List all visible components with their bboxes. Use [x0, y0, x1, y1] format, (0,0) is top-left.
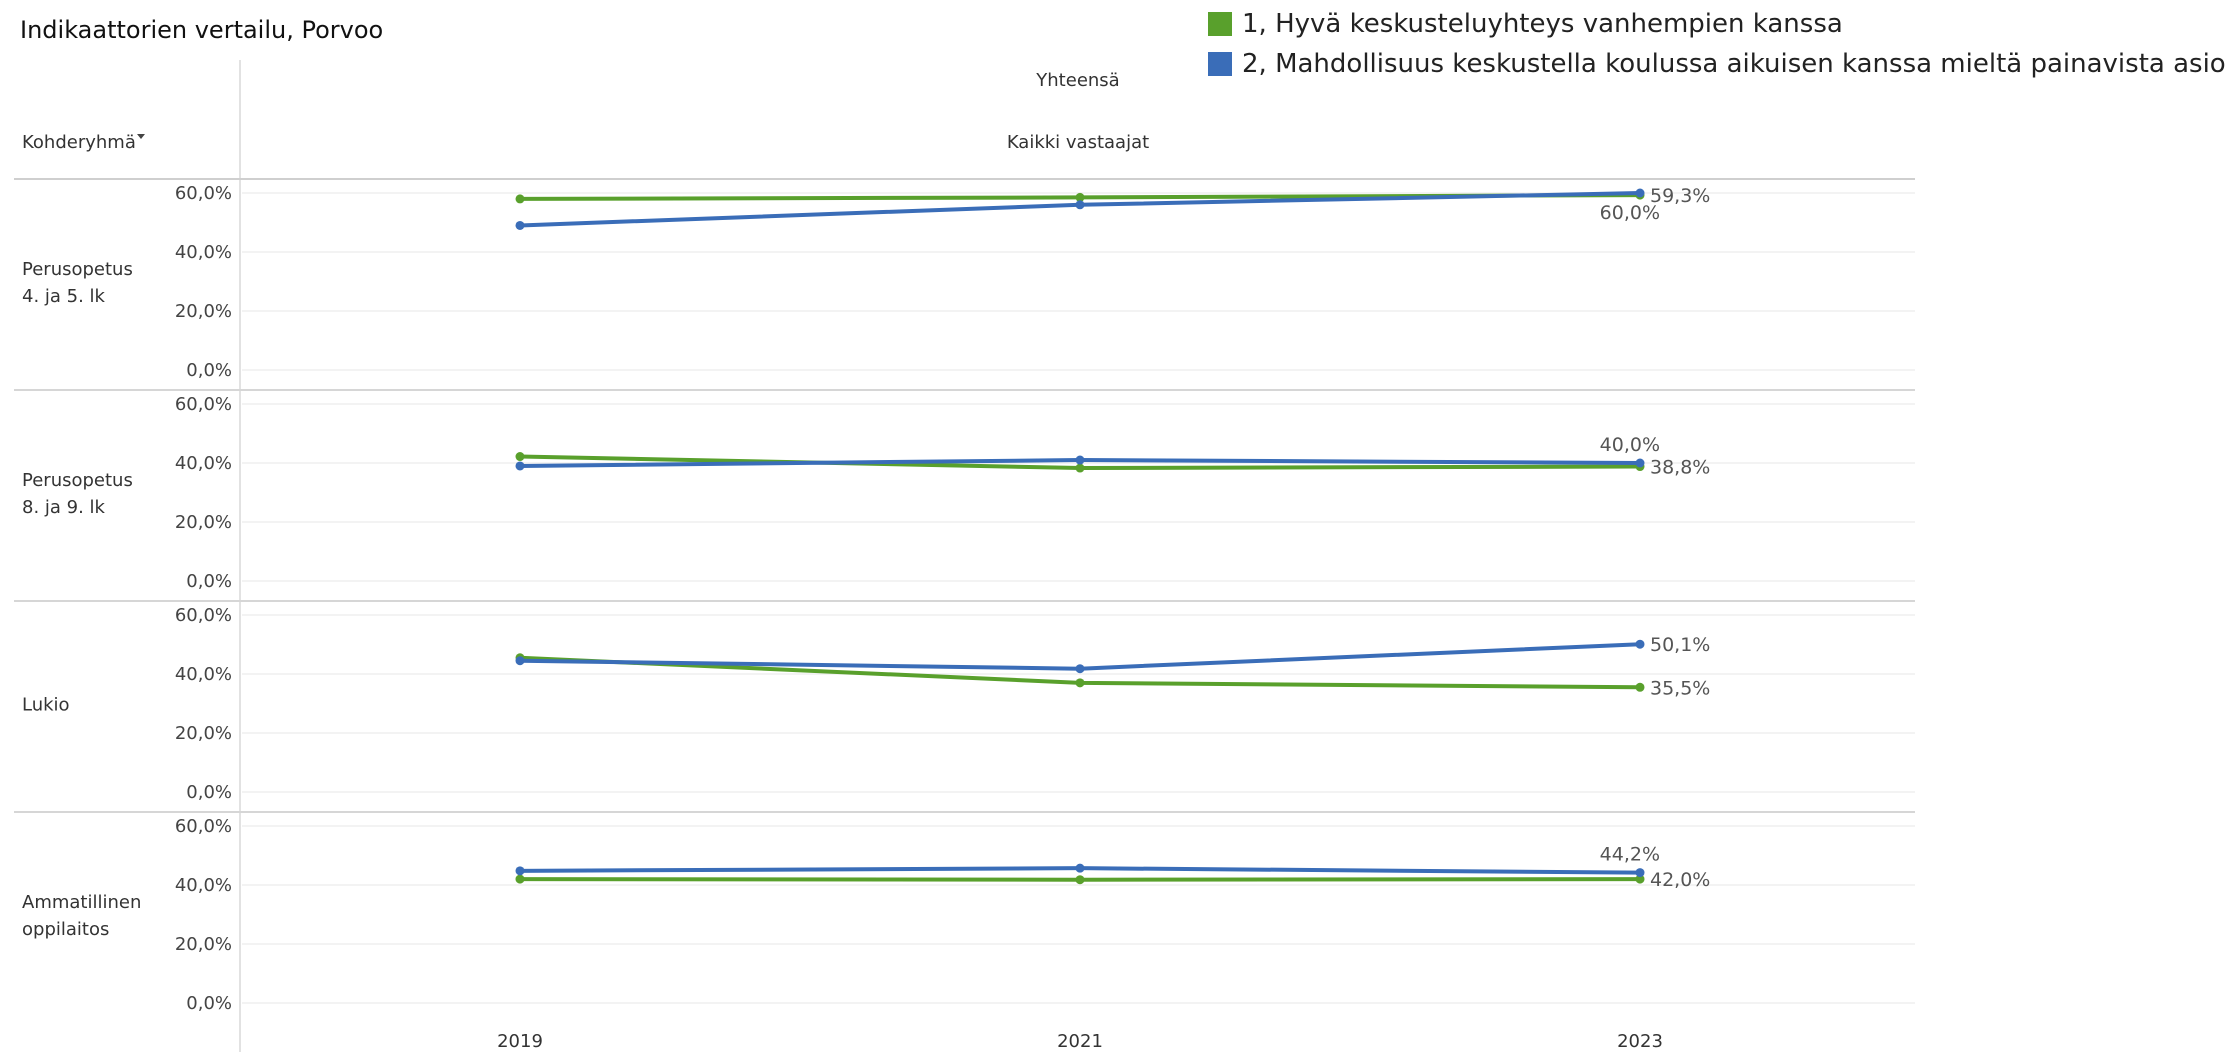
data-point [515, 656, 525, 666]
column-sub-header: Kaikki vastaajat [1007, 132, 1149, 153]
data-point [515, 866, 525, 876]
y-tick-label: 20,0% [175, 512, 232, 533]
data-label: 44,2% [1600, 844, 1660, 866]
data-point [1635, 188, 1645, 198]
data-point [515, 461, 525, 471]
row-label: Perusopetus [22, 259, 133, 280]
x-tick-label: 2023 [1617, 1031, 1663, 1052]
y-tick-label: 20,0% [175, 723, 232, 744]
x-tick-label: 2021 [1057, 1031, 1103, 1052]
legend-item-series-1[interactable]: 1, Hyvä keskusteluyhteys vanhempien kans… [1208, 4, 2225, 44]
legend-swatch-series-1 [1208, 12, 1232, 36]
data-point [1075, 678, 1085, 688]
data-label: 59,3% [1650, 185, 1710, 207]
data-point [515, 874, 525, 884]
row-label: oppilaitos [22, 919, 109, 940]
data-point [1635, 868, 1645, 878]
legend-item-series-2[interactable]: 2, Mahdollisuus keskustella koulussa aik… [1208, 44, 2225, 84]
data-point [515, 220, 525, 230]
row-dimension-header[interactable]: Kohderyhmä [22, 132, 136, 153]
legend-label-series-1: 1, Hyvä keskusteluyhteys vanhempien kans… [1242, 9, 1843, 39]
data-point [1075, 463, 1085, 473]
chart-panels: 0,0% 20,0% 40,0% 60,0% Perusopetus 4. ja 5. l… [14, 183, 1915, 1052]
chart-legend: 1, Hyvä keskusteluyhteys vanhempien kans… [1208, 4, 2225, 84]
legend-label-series-2: 2, Mahdollisuus keskustella koulussa aik… [1242, 49, 2225, 79]
row-label: 4. ja 5. lk [22, 286, 106, 307]
data-point [1635, 682, 1645, 692]
data-point [1635, 639, 1645, 649]
y-tick-label: 20,0% [175, 934, 232, 955]
row-label: 8. ja 9. lk [22, 497, 106, 518]
x-tick-label: 2019 [497, 1031, 543, 1052]
data-point [1075, 192, 1085, 202]
y-tick-label: 60,0% [175, 394, 232, 415]
y-tick-label: 40,0% [175, 875, 232, 896]
column-group-header: Yhteensä [1035, 70, 1119, 91]
y-tick-label: 20,0% [175, 301, 232, 322]
data-label: 60,0% [1600, 202, 1660, 224]
row-label: Ammatillinen [22, 892, 141, 913]
y-tick-label: 40,0% [175, 453, 232, 474]
y-tick-label: 0,0% [186, 782, 232, 803]
legend-swatch-series-2 [1208, 52, 1232, 76]
y-tick-label: 40,0% [175, 242, 232, 263]
data-point [1075, 875, 1085, 885]
data-label: 38,8% [1650, 457, 1710, 479]
y-tick-label: 0,0% [186, 993, 232, 1014]
data-point [1075, 664, 1085, 674]
data-label: 50,1% [1650, 634, 1710, 656]
data-point [1075, 863, 1085, 873]
data-label: 35,5% [1650, 677, 1710, 699]
y-tick-label: 40,0% [175, 664, 232, 685]
data-point [1635, 458, 1645, 468]
data-label: 40,0% [1600, 434, 1660, 456]
row-dimension-sort-icon[interactable] [137, 134, 145, 139]
data-point [515, 194, 525, 204]
y-tick-label: 0,0% [186, 571, 232, 592]
data-point [1075, 200, 1085, 210]
y-tick-label: 0,0% [186, 360, 232, 381]
row-label: Lukio [22, 695, 70, 716]
y-tick-label: 60,0% [175, 605, 232, 626]
data-label: 42,0% [1650, 869, 1710, 891]
page-title: Indikaattorien vertailu, Porvoo [20, 16, 384, 44]
data-point [1635, 874, 1645, 884]
data-point [515, 452, 525, 462]
data-point [1075, 455, 1085, 465]
y-tick-label: 60,0% [175, 183, 232, 204]
y-tick-label: 60,0% [175, 816, 232, 837]
row-label: Perusopetus [22, 470, 133, 491]
